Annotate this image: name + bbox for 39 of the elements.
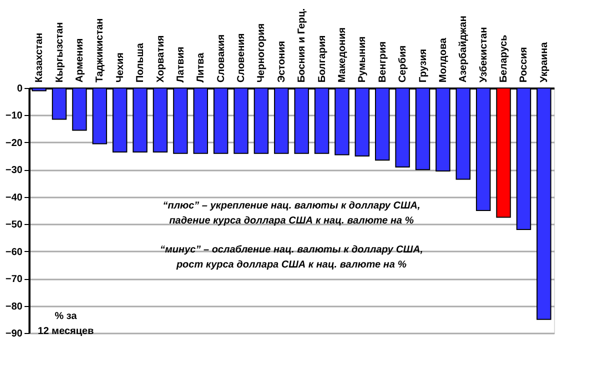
x-tick-label: Узбекистан	[478, 27, 490, 82]
x-tick-label: Кыргызстан	[54, 22, 66, 82]
annotation: “плюс” – укрепление нац. валюты к доллару США, падение курса доллара США к нац. валюте на %	[162, 200, 420, 227]
x-tick-label: Македония	[336, 27, 348, 82]
y-tick-label: −90	[6, 328, 23, 340]
annotation: % за 12 месяцев	[38, 310, 94, 337]
y-tick-label: −80	[6, 301, 23, 312]
x-tick-label: Венгрия	[377, 41, 388, 82]
x-tick-label: Армения	[74, 38, 86, 82]
x-tick-label: Сербия	[398, 45, 409, 82]
x-tick-label: Чехия	[114, 52, 126, 82]
x-tick-label: Беларусь	[498, 34, 510, 82]
x-tick-label: Россия	[518, 46, 530, 82]
y-tick-label: −50	[6, 220, 23, 231]
x-tick-label: Казахстан	[34, 32, 46, 82]
y-tick-label: −30	[6, 165, 23, 176]
x-tick-label: Словения	[236, 33, 248, 82]
x-tick-label: Черногория	[256, 23, 268, 82]
x-tick-label: Литва	[196, 52, 207, 82]
x-tick-label: Польша	[135, 42, 146, 82]
annotation: “минус” – ослабление нац. валюты к доллару США, рост курса доллара США к нац. валюте на %	[160, 244, 423, 271]
x-tick-label: Украина	[538, 42, 550, 82]
y-tick-label: −10	[6, 110, 23, 122]
y-tick-label: −20	[6, 138, 23, 149]
x-tick-label: Грузия	[418, 48, 429, 82]
x-tick-label: Латвия	[175, 46, 186, 82]
x-tick-label: Босния и Герц.	[296, 8, 308, 82]
x-tick-label: Таджикистан	[94, 18, 106, 82]
y-tick-label: −70	[6, 274, 23, 286]
y-tick-label: 0	[16, 84, 23, 94]
x-tick-label: Болгария	[316, 35, 328, 82]
x-tick-label: Румыния	[357, 36, 368, 82]
x-tick-label: Хорватия	[155, 35, 166, 82]
x-tick-label: Эстония	[276, 40, 288, 82]
y-tick-label: −60	[6, 246, 23, 258]
x-tick-label: Молдова	[438, 37, 449, 82]
y-tick-label: −40	[6, 192, 23, 204]
x-tick-label: Азербайджан	[458, 16, 470, 82]
x-tick-label: Словакия	[216, 34, 227, 82]
